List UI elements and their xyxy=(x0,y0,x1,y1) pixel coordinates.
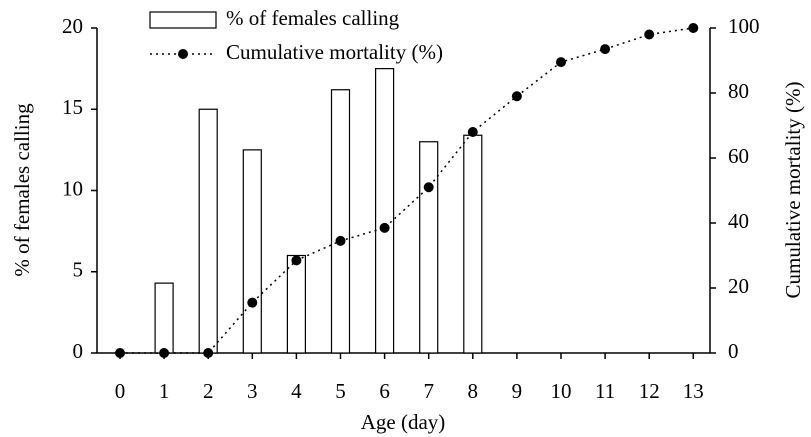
y2-tick-label: 100 xyxy=(728,14,760,38)
point xyxy=(511,91,522,102)
point xyxy=(203,348,214,358)
point xyxy=(467,127,478,137)
x-tick-label: 0 xyxy=(115,379,126,403)
legend-marker xyxy=(178,49,188,59)
x-tick-label: 13 xyxy=(683,379,704,403)
bar xyxy=(154,282,174,354)
x-tick-label: 2 xyxy=(203,379,214,403)
y-tick-label: 15 xyxy=(62,95,83,119)
point xyxy=(423,182,434,193)
y-tick-label: 0 xyxy=(73,339,84,363)
legend-swatch xyxy=(149,11,217,29)
x-tick-label: 1 xyxy=(159,379,170,403)
x-tick-label: 9 xyxy=(512,379,523,403)
x-tick-label: 7 xyxy=(423,379,434,403)
x-tick-label: 5 xyxy=(335,379,346,403)
point xyxy=(159,348,170,358)
y2-tick-label: 0 xyxy=(728,339,739,363)
y-tick-label: 20 xyxy=(62,14,83,38)
legend-label: Cumulative mortality (%) xyxy=(226,40,443,64)
y-tick-label: 5 xyxy=(73,258,84,282)
x-tick-label: 10 xyxy=(551,379,572,403)
y2-tick-label: 80 xyxy=(728,79,749,103)
bar xyxy=(419,141,439,354)
legend-label: % of females calling xyxy=(226,6,400,30)
point xyxy=(379,222,390,233)
point xyxy=(247,297,258,308)
point xyxy=(644,29,655,40)
bar xyxy=(330,89,351,354)
x-axis-label: Age (day) xyxy=(361,410,446,434)
x-tick-label: 8 xyxy=(468,379,479,403)
x-tick-label: 11 xyxy=(595,379,615,403)
x-tick-label: 3 xyxy=(247,379,258,403)
y2-tick-label: 20 xyxy=(728,274,749,298)
point xyxy=(688,23,699,33)
point xyxy=(291,255,302,266)
point xyxy=(335,235,346,246)
bar xyxy=(375,68,395,354)
x-tick-label: 6 xyxy=(379,379,390,403)
bar xyxy=(463,134,483,354)
y-axis-label: % of females calling xyxy=(10,103,34,277)
point xyxy=(556,57,566,68)
bar xyxy=(286,254,306,354)
bar xyxy=(242,149,262,354)
y2-tick-label: 60 xyxy=(728,144,749,168)
y2-tick-label: 40 xyxy=(728,209,749,233)
bar xyxy=(198,108,218,354)
y-tick-label: 10 xyxy=(62,176,83,200)
x-tick-label: 12 xyxy=(639,379,660,403)
y2-axis-label: Cumulative mortality (%) xyxy=(781,82,805,299)
point xyxy=(115,348,125,358)
x-tick-label: 4 xyxy=(291,379,302,403)
point xyxy=(600,44,611,55)
